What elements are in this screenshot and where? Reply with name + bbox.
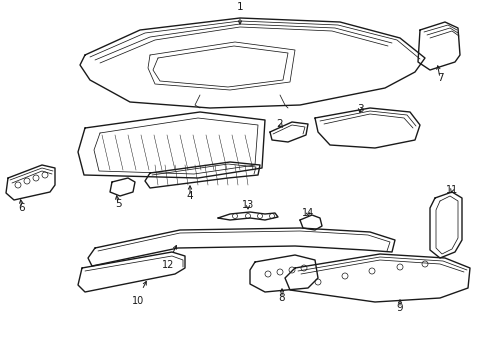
Text: 2: 2 (276, 119, 283, 129)
Text: 5: 5 (115, 199, 121, 209)
Text: 8: 8 (278, 293, 285, 303)
Text: 6: 6 (19, 203, 25, 213)
Text: 14: 14 (301, 208, 313, 218)
Text: 12: 12 (162, 260, 174, 270)
Text: 13: 13 (242, 200, 254, 210)
Text: 9: 9 (396, 303, 403, 313)
Text: 10: 10 (132, 296, 144, 306)
Text: 1: 1 (236, 2, 243, 12)
Text: 4: 4 (186, 191, 193, 201)
Text: 3: 3 (356, 104, 363, 114)
Text: 11: 11 (445, 185, 457, 195)
Text: 7: 7 (436, 73, 443, 83)
